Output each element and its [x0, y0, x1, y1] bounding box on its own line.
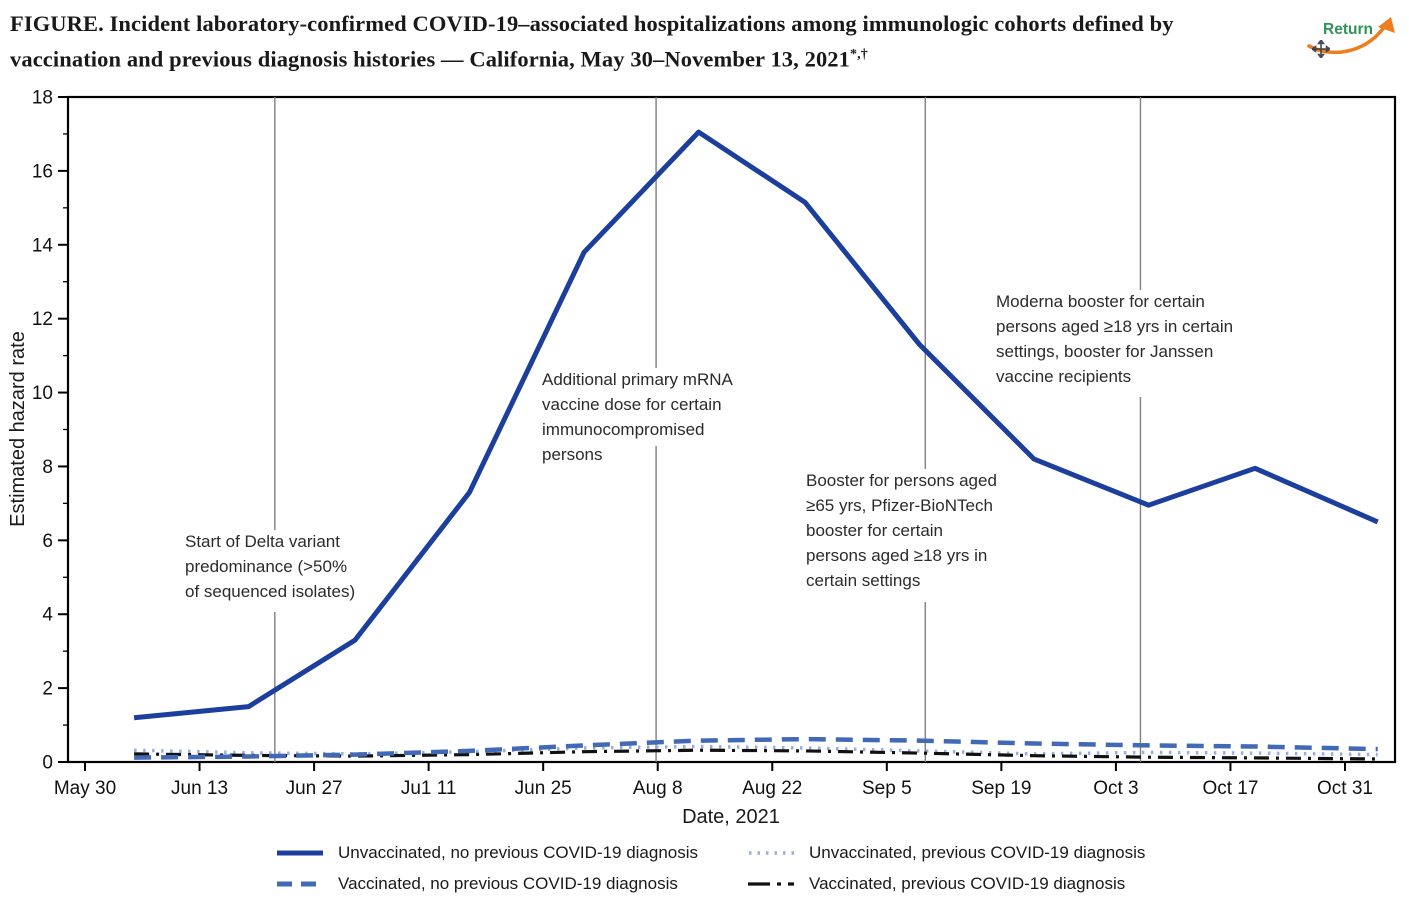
figure-title: FIGURE. Incident laboratory-confirmed CO…	[10, 8, 1280, 75]
legend-label: Unvaccinated, no previous COVID-19 diagn…	[338, 843, 699, 862]
legend-swatch-dashdot-line	[748, 882, 794, 886]
x-tick-label: Jun 25	[515, 778, 572, 799]
x-tick-label: Aug 22	[742, 778, 802, 799]
plot-border	[66, 95, 1397, 764]
y-tick-label: 10	[32, 383, 53, 404]
legend-label: Unvaccinated, previous COVID-19 diagnosi…	[809, 843, 1146, 862]
x-tick-label: Jun 13	[171, 778, 228, 799]
figure-title-text: FIGURE. Incident laboratory-confirmed CO…	[10, 11, 1174, 72]
x-tick-label: Sep 5	[862, 778, 912, 799]
y-tick-label: 18	[32, 90, 53, 109]
y-tick-label: 4	[42, 605, 53, 626]
legend-label: Vaccinated, no previous COVID-19 diagnos…	[338, 874, 678, 893]
legend-swatch-dashed-line	[277, 881, 323, 887]
x-tick-label: Sep 19	[971, 778, 1031, 799]
legend-item-unvaccinated-no-prior: Unvaccinated, no previous COVID-19 diagn…	[277, 842, 698, 864]
legend-label: Vaccinated, previous COVID-19 diagnosis	[809, 874, 1126, 893]
series-line-dashed	[134, 736, 1378, 760]
annotation-delta-predominance: Start of Delta variant predominance (>50…	[185, 532, 356, 601]
y-tick-label: 12	[32, 309, 53, 330]
legend-item-unvaccinated-prior: Unvaccinated, previous COVID-19 diagnosi…	[748, 842, 1145, 864]
mouse-cursor-icon	[1310, 38, 1332, 63]
y-axis-title: Estimated hazard rate	[7, 331, 29, 527]
x-tick-label: Oct 31	[1317, 778, 1373, 799]
return-label: Return	[1323, 21, 1373, 38]
x-tick-label: Oct 17	[1202, 778, 1258, 799]
legend-item-vaccinated-no-prior: Vaccinated, no previous COVID-19 diagnos…	[277, 873, 678, 895]
x-tick-label: May 30	[54, 778, 116, 799]
legend-item-vaccinated-prior: Vaccinated, previous COVID-19 diagnosis	[748, 873, 1125, 895]
x-tick-label: Aug 8	[633, 778, 683, 799]
y-tick-label: 14	[32, 235, 54, 256]
series-line-dashdot	[134, 748, 1378, 761]
x-tick-label: Jun 27	[286, 778, 343, 799]
annotation-moderna-janssen-booster: Moderna booster for certain persons aged…	[996, 292, 1234, 386]
y-tick-label: 2	[42, 679, 53, 700]
series-line-solid	[133, 129, 1379, 721]
x-axis-title: Date, 2021	[682, 806, 780, 828]
y-tick-label: 6	[42, 531, 53, 552]
y-tick-label: 16	[32, 161, 53, 182]
x-tick-label: Ju1 11	[401, 778, 457, 799]
figure-title-footnote-marks: *,†	[850, 47, 868, 62]
annotation-booster-65: Booster for persons aged ≥65 yrs, Pfizer…	[806, 471, 997, 590]
chart-area: Oct 31 Oct 17 Oct 3 Sep 19 Sep 5 Aug 22 Aug 8 J…	[0, 88, 1409, 900]
y-tick-label: 8	[42, 457, 53, 478]
legend-swatch-solid-line	[277, 850, 323, 856]
legend-swatch-dotted-line	[749, 851, 794, 855]
annotation-additional-primary-dose: Additional primary mRNA vaccine dose for…	[542, 370, 733, 464]
x-tick-label: Oct 3	[1093, 778, 1138, 799]
hazard-rate-chart: Oct 31 Oct 17 Oct 3 Sep 19 Sep 5 Aug 22 Aug 8 J…	[7, 88, 1397, 828]
y-tick-label: 0	[42, 753, 53, 774]
